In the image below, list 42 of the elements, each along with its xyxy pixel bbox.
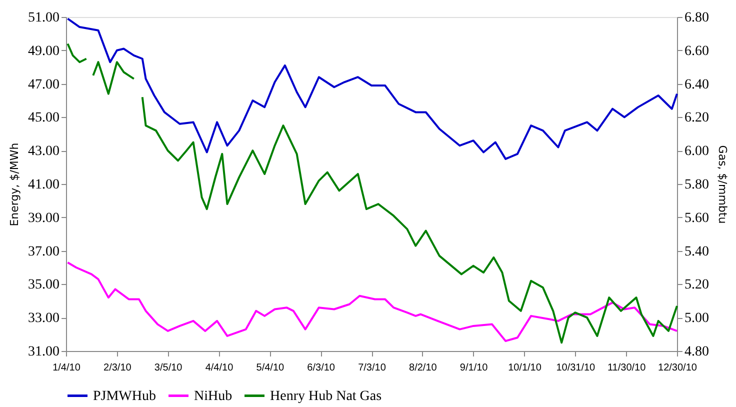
- y2-tick-label: 4.80: [684, 344, 709, 360]
- y-tick-label: 31.00: [28, 344, 60, 360]
- x-tick-label: 2/3/10: [104, 362, 132, 374]
- y2-tick-label: 5.20: [684, 278, 709, 293]
- x-tick-label: 8/2/10: [409, 362, 438, 374]
- x-tick-label: 9/1/10: [460, 362, 488, 374]
- x-tick-label: 10/1/10: [508, 362, 542, 374]
- y2-axis-title: Gas, $/mmbtu: [716, 145, 729, 224]
- y-axis-title: Energy, $/MWh: [8, 142, 21, 226]
- y2-tick-label: 5.60: [684, 210, 709, 226]
- x-tick-label: 11/30/10: [607, 362, 646, 374]
- y-tick-label: 35.00: [28, 278, 60, 293]
- y2-tick-label: 5.40: [684, 244, 709, 260]
- x-tick-label: 6/3/10: [307, 362, 336, 374]
- y-tick-label: 37.00: [28, 244, 60, 260]
- y-tick-label: 43.00: [28, 144, 60, 160]
- x-tick-label: 3/5/10: [154, 362, 183, 374]
- line-series: [66, 261, 678, 342]
- y-tick-label: 49.00: [28, 44, 60, 59]
- legend-label: PJMWHub: [93, 388, 156, 404]
- legend-label: Henry Hub Nat Gas: [270, 388, 382, 404]
- y-tick-label: 51.00: [28, 10, 60, 26]
- y-tick-label: 39.00: [28, 210, 60, 226]
- y2-tick-label: 6.40: [684, 77, 709, 92]
- y2-tick-label: 5.00: [684, 311, 709, 326]
- x-tick-label: 4/4/10: [205, 362, 234, 374]
- legend-label: NiHub: [194, 388, 232, 404]
- y-tick-label: 47.00: [28, 77, 60, 92]
- x-tick-label: 1/4/10: [52, 362, 81, 374]
- y2-tick-label: 6.00: [684, 144, 709, 160]
- line-series: [66, 18, 678, 160]
- y2-tick-label: 6.80: [684, 10, 709, 26]
- x-tick-label: 12/30/10: [658, 362, 698, 374]
- y-tick-label: 33.00: [28, 311, 60, 326]
- x-tick-label: 5/4/10: [256, 362, 284, 374]
- y2-tick-label: 6.20: [684, 110, 709, 126]
- x-tick-label: 7/3/10: [358, 362, 386, 374]
- x-tick-label: 10/31/10: [556, 362, 596, 374]
- y-tick-label: 45.00: [28, 110, 60, 126]
- y2-tick-label: 6.60: [684, 44, 709, 59]
- y2-tick-label: 5.80: [684, 178, 709, 192]
- y-tick-label: 41.00: [28, 178, 60, 192]
